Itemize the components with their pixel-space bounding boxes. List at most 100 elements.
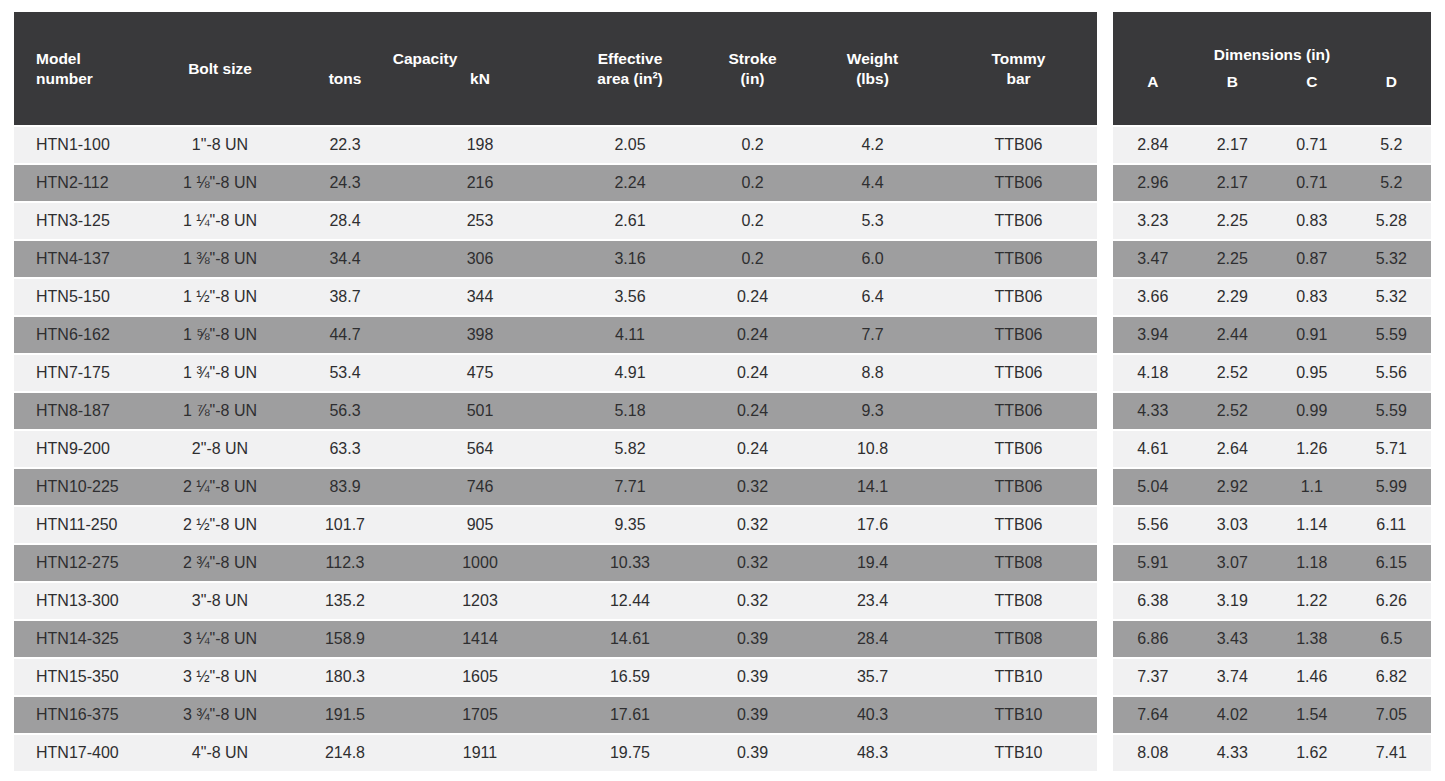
cell-dim-d: 6.26 xyxy=(1352,582,1432,620)
cell-dim-c: 0.71 xyxy=(1272,164,1352,202)
table-row: 5.913.071.186.15 xyxy=(1113,544,1431,582)
cell-bolt-size: 3"-8 UN xyxy=(150,582,290,620)
cell-weight: 17.6 xyxy=(805,506,940,544)
cell-dim-d: 7.41 xyxy=(1352,734,1432,772)
table-row: HTN11-2502 ½"-8 UN101.79059.350.3217.6TT… xyxy=(14,506,1097,544)
cell-capacity-tons: 53.4 xyxy=(290,354,400,392)
cell-capacity-tons: 112.3 xyxy=(290,544,400,582)
main-table-body: HTN1-1001"-8 UN22.31982.050.24.2TTB06HTN… xyxy=(14,126,1097,772)
cell-stroke: 0.24 xyxy=(700,392,805,430)
cell-stroke: 0.32 xyxy=(700,582,805,620)
table-row: HTN2-1121 ⅛"-8 UN24.32162.240.24.4TTB06 xyxy=(14,164,1097,202)
cell-effective-area: 16.59 xyxy=(560,658,700,696)
dimensions-table-header: Dimensions (in) A B C D xyxy=(1113,12,1431,126)
col-header-kn: kN xyxy=(400,69,560,89)
cell-dim-c: 0.71 xyxy=(1272,126,1352,164)
cell-dim-a: 3.23 xyxy=(1113,202,1193,240)
main-table-header: Model number Bolt size Capacity tons kN … xyxy=(14,12,1097,126)
cell-dim-b: 2.17 xyxy=(1193,164,1273,202)
dimensions-title: Dimensions (in) xyxy=(1113,45,1431,65)
cell-bolt-size: 3 ½"-8 UN xyxy=(150,658,290,696)
cell-dim-c: 1.18 xyxy=(1272,544,1352,582)
cell-tommy-bar: TTB10 xyxy=(940,696,1097,734)
cell-dim-b: 2.29 xyxy=(1193,278,1273,316)
cell-dim-a: 5.56 xyxy=(1113,506,1193,544)
cell-effective-area: 14.61 xyxy=(560,620,700,658)
cell-stroke: 0.2 xyxy=(700,126,805,164)
col-header-dim-c: C xyxy=(1272,72,1352,92)
cell-capacity-kn: 1605 xyxy=(400,658,560,696)
capacity-subheaders: tons kN xyxy=(290,69,560,89)
col-header-dim-a: A xyxy=(1113,72,1193,92)
cell-dim-a: 7.64 xyxy=(1113,696,1193,734)
cell-effective-area: 4.11 xyxy=(560,316,700,354)
col-header-capacity-group: Capacity tons kN xyxy=(290,12,560,126)
cell-model-number: HTN16-375 xyxy=(14,696,150,734)
cell-stroke: 0.32 xyxy=(700,544,805,582)
cell-model-number: HTN15-350 xyxy=(14,658,150,696)
cell-dim-b: 3.74 xyxy=(1193,658,1273,696)
cell-tommy-bar: TTB06 xyxy=(940,430,1097,468)
cell-effective-area: 2.24 xyxy=(560,164,700,202)
cell-model-number: HTN12-275 xyxy=(14,544,150,582)
cell-dim-c: 1.62 xyxy=(1272,734,1352,772)
cell-capacity-tons: 158.9 xyxy=(290,620,400,658)
cell-dim-d: 5.59 xyxy=(1352,392,1432,430)
cell-model-number: HTN4-137 xyxy=(14,240,150,278)
cell-model-number: HTN13-300 xyxy=(14,582,150,620)
cell-capacity-tons: 63.3 xyxy=(290,430,400,468)
cell-dim-b: 2.64 xyxy=(1193,430,1273,468)
cell-dim-d: 6.11 xyxy=(1352,506,1432,544)
table-row: HTN7-1751 ¾"-8 UN53.44754.910.248.8TTB06 xyxy=(14,354,1097,392)
cell-dim-d: 5.32 xyxy=(1352,240,1432,278)
cell-tommy-bar: TTB10 xyxy=(940,734,1097,772)
cell-bolt-size: 1 ⅜"-8 UN xyxy=(150,240,290,278)
cell-bolt-size: 2 ½"-8 UN xyxy=(150,506,290,544)
cell-tommy-bar: TTB08 xyxy=(940,582,1097,620)
cell-bolt-size: 3 ¼"-8 UN xyxy=(150,620,290,658)
col-header-effective-area: Effective area (in²) xyxy=(560,12,700,126)
col-header-dim-b: B xyxy=(1193,72,1273,92)
table-row: 2.842.170.715.2 xyxy=(1113,126,1431,164)
cell-dim-b: 4.02 xyxy=(1193,696,1273,734)
table-row: HTN13-3003"-8 UN135.2120312.440.3223.4TT… xyxy=(14,582,1097,620)
cell-weight: 28.4 xyxy=(805,620,940,658)
cell-dim-a: 3.66 xyxy=(1113,278,1193,316)
cell-capacity-kn: 198 xyxy=(400,126,560,164)
cell-dim-b: 2.44 xyxy=(1193,316,1273,354)
cell-stroke: 0.2 xyxy=(700,202,805,240)
cell-weight: 10.8 xyxy=(805,430,940,468)
cell-dim-c: 1.22 xyxy=(1272,582,1352,620)
cell-capacity-tons: 22.3 xyxy=(290,126,400,164)
cell-capacity-kn: 253 xyxy=(400,202,560,240)
cell-capacity-tons: 180.3 xyxy=(290,658,400,696)
cell-bolt-size: 2 ¼"-8 UN xyxy=(150,468,290,506)
cell-capacity-kn: 1203 xyxy=(400,582,560,620)
cell-model-number: HTN2-112 xyxy=(14,164,150,202)
cell-bolt-size: 3 ¾"-8 UN xyxy=(150,696,290,734)
tables-row: Model number Bolt size Capacity tons kN … xyxy=(14,12,1431,773)
cell-tommy-bar: TTB06 xyxy=(940,126,1097,164)
cell-model-number: HTN1-100 xyxy=(14,126,150,164)
cell-tommy-bar: TTB06 xyxy=(940,392,1097,430)
cell-capacity-kn: 398 xyxy=(400,316,560,354)
cell-effective-area: 5.18 xyxy=(560,392,700,430)
cell-weight: 4.2 xyxy=(805,126,940,164)
cell-stroke: 0.39 xyxy=(700,620,805,658)
table-row: 4.612.641.265.71 xyxy=(1113,430,1431,468)
cell-weight: 5.3 xyxy=(805,202,940,240)
cell-weight: 19.4 xyxy=(805,544,940,582)
cell-dim-b: 2.52 xyxy=(1193,354,1273,392)
cell-dim-d: 7.05 xyxy=(1352,696,1432,734)
cell-dim-c: 0.83 xyxy=(1272,278,1352,316)
cell-dim-c: 0.83 xyxy=(1272,202,1352,240)
col-header-bolt-size: Bolt size xyxy=(150,12,290,126)
cell-dim-c: 1.14 xyxy=(1272,506,1352,544)
cell-dim-b: 3.19 xyxy=(1193,582,1273,620)
spec-sheet: Model number Bolt size Capacity tons kN … xyxy=(0,0,1445,781)
cell-dim-c: 1.54 xyxy=(1272,696,1352,734)
cell-capacity-tons: 56.3 xyxy=(290,392,400,430)
cell-effective-area: 2.61 xyxy=(560,202,700,240)
cell-model-number: HTN14-325 xyxy=(14,620,150,658)
cell-tommy-bar: TTB06 xyxy=(940,468,1097,506)
